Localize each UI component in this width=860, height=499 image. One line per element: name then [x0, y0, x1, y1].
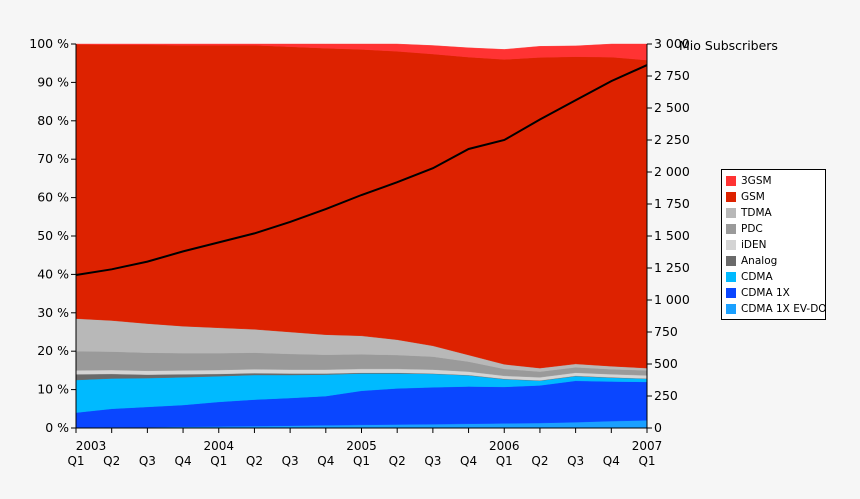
left-tick-label: 10 % [37, 382, 69, 397]
quarter-label: Q4 [317, 454, 334, 468]
legend-item: TDMA [726, 205, 825, 221]
right-tick-label: 2 500 [654, 100, 690, 115]
legend-label: GSM [741, 191, 765, 203]
right-tick-label: 2 750 [654, 68, 690, 83]
legend-item: CDMA 1X EV-DO [726, 301, 827, 317]
quarter-label: Q1 [353, 454, 370, 468]
quarter-label: Q4 [460, 454, 477, 468]
quarter-label: Q2 [531, 454, 548, 468]
legend-swatch [726, 192, 736, 202]
legend-label: iDEN [741, 239, 767, 251]
left-tick-label: 60 % [37, 190, 69, 205]
left-tick-label: 80 % [37, 113, 69, 128]
legend-label: 3GSM [741, 175, 772, 187]
legend-swatch [726, 272, 736, 282]
legend-item: GSM [726, 189, 825, 205]
legend-label: PDC [741, 223, 763, 235]
left-tick-label: 30 % [37, 305, 69, 320]
right-tick-label: 250 [654, 388, 678, 403]
legend-label: CDMA [741, 271, 773, 283]
quarter-label: Q4 [603, 454, 620, 468]
legend-swatch [726, 176, 736, 186]
subscribers-line [75, 64, 648, 276]
legend-item: Analog [726, 253, 825, 269]
right-tick-label: 1 750 [654, 196, 690, 211]
right-tick-label: 2 000 [654, 164, 690, 179]
quarter-label: Q3 [424, 454, 441, 468]
quarter-label: Q4 [175, 454, 192, 468]
right-tick-label: 2 250 [654, 132, 690, 147]
right-tick-label: 500 [654, 356, 678, 371]
axes: 0 % 10 % 20 % 30 % 40 % 50 % 60 % 70 % 80 % 90 % 1… [29, 36, 690, 468]
legend-swatch [726, 288, 736, 298]
right-axis-label: Mio Subscribers [679, 38, 778, 53]
right-tick-label: 750 [654, 324, 678, 339]
legend-swatch [726, 256, 736, 266]
quarter-label: Q2 [246, 454, 263, 468]
right-tick-label: 0 [654, 420, 662, 435]
quarter-label: Q1 [210, 454, 227, 468]
quarter-label: Q1 [67, 454, 84, 468]
legend-swatch [726, 240, 736, 250]
legend-item: 3GSM [726, 173, 825, 189]
legend-label: Analog [741, 255, 778, 267]
left-tick-label: 20 % [37, 343, 69, 358]
legend-swatch [726, 224, 736, 234]
legend-item: CDMA 1X [726, 285, 825, 301]
legend-item: CDMA [726, 269, 825, 285]
quarter-label: Q3 [567, 454, 584, 468]
legend-item: PDC [726, 221, 825, 237]
left-tick-label: 50 % [37, 228, 69, 243]
legend-label: TDMA [741, 207, 772, 219]
year-label: 2004 [203, 439, 234, 453]
legend-swatch [726, 208, 736, 218]
right-tick-label: 1 250 [654, 260, 690, 275]
right-tick-label: 3 000 [654, 36, 690, 51]
year-label: 2005 [346, 439, 377, 453]
quarter-label: Q1 [638, 454, 655, 468]
legend-label: CDMA 1X EV-DO [741, 303, 827, 315]
quarter-label: Q1 [496, 454, 513, 468]
legend: 3GSM GSM TDMA PDC iDEN Analog CDMA CDMA 1X CDMA … [721, 169, 827, 320]
left-tick-label: 90 % [37, 74, 69, 89]
subscribers-line-layer [75, 64, 648, 276]
quarter-label: Q3 [282, 454, 299, 468]
quarter-label: Q2 [389, 454, 406, 468]
stacked-areas [75, 43, 648, 429]
area-gsm [75, 44, 648, 369]
right-tick-label: 1 500 [654, 228, 690, 243]
year-label: 2007 [632, 439, 663, 453]
left-tick-label: 100 % [29, 36, 69, 51]
year-label: 2003 [76, 439, 107, 453]
quarter-label: Q2 [103, 454, 120, 468]
legend-label: CDMA 1X [741, 287, 790, 299]
legend-item: iDEN [726, 237, 825, 253]
left-tick-label: 40 % [37, 266, 69, 281]
left-tick-label: 70 % [37, 151, 69, 166]
left-tick-label: 0 % [45, 420, 69, 435]
legend-swatch [726, 304, 736, 314]
year-label: 2006 [489, 439, 520, 453]
right-tick-label: 1 000 [654, 292, 690, 307]
quarter-label: Q3 [139, 454, 156, 468]
